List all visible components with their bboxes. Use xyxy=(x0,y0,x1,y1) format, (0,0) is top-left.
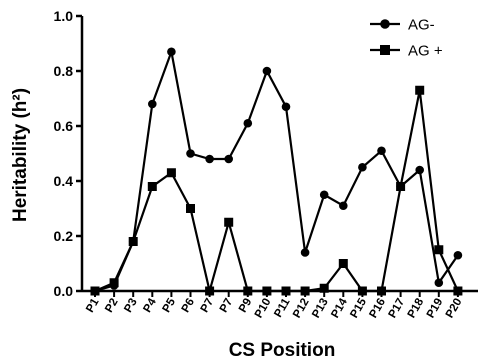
data-point-square xyxy=(224,217,234,227)
legend: AG- AG + xyxy=(370,17,443,60)
x-tick-label: P18 xyxy=(406,296,427,320)
x-tick-label: P6 xyxy=(180,297,197,315)
data-point-square xyxy=(415,85,425,95)
x-tick-label: P12 xyxy=(291,297,312,321)
data-point-circle xyxy=(262,66,272,76)
legend-item: AG- xyxy=(370,17,435,34)
data-point-circle xyxy=(339,201,348,211)
data-point-circle xyxy=(377,146,386,156)
y-ticks: 0.0 0.2 0.4 0.6 0.8 1.0 xyxy=(54,8,82,299)
x-tick-label: P20 xyxy=(444,297,465,321)
y-tick-label: 0.0 xyxy=(54,283,74,299)
series-line xyxy=(94,47,459,293)
data-point-square xyxy=(262,286,272,296)
legend-item: AG + xyxy=(370,43,443,60)
series-ag-plus xyxy=(90,85,463,296)
data-point-square xyxy=(147,182,157,191)
x-tick-label: P2 xyxy=(103,297,120,315)
data-point-circle xyxy=(300,248,310,257)
series-ag-minus xyxy=(90,47,463,296)
legend-marker-square xyxy=(380,45,390,55)
y-tick-label: 0.8 xyxy=(54,63,74,79)
legend-label: AG + xyxy=(408,43,443,60)
x-tick-label: P13 xyxy=(310,297,331,321)
x-tick-label: P7 xyxy=(199,297,216,315)
data-point-circle xyxy=(186,149,195,158)
legend-marker-circle xyxy=(380,19,390,29)
x-tick-label: P7 xyxy=(218,297,235,315)
y-tick-label: 0.4 xyxy=(54,173,74,189)
x-tick-label: P16 xyxy=(367,297,388,321)
data-point-square xyxy=(300,286,310,296)
data-point-square xyxy=(109,278,119,288)
x-tick-label: P3 xyxy=(122,297,139,315)
data-point-square xyxy=(319,283,329,293)
data-point-circle xyxy=(358,162,367,172)
data-point-circle xyxy=(281,102,291,112)
data-point-square xyxy=(128,237,138,246)
data-point-circle xyxy=(243,118,253,128)
x-tick-label: P9 xyxy=(237,297,254,315)
x-tick-label: P15 xyxy=(348,296,369,320)
x-tick-label: P4 xyxy=(141,296,159,315)
y-tick-label: 0.6 xyxy=(54,118,74,134)
x-ticks: P1 P2 P3 P4 P5 P6 P7 P7 P9P10P11P12P13P14P15P16P… xyxy=(84,291,464,320)
y-tick-label: 1.0 xyxy=(54,8,74,24)
data-point-square xyxy=(243,286,253,296)
x-axis-title: CS Position xyxy=(229,340,336,361)
legend-label: AG- xyxy=(408,17,435,34)
data-point-square xyxy=(186,204,195,213)
data-point-circle xyxy=(453,250,463,260)
data-point-circle xyxy=(224,154,233,164)
x-tick-label: P1 xyxy=(84,296,102,315)
series-layer xyxy=(90,47,463,296)
x-tick-label: P19 xyxy=(425,297,446,321)
data-point-circle xyxy=(205,154,214,164)
data-point-circle xyxy=(319,190,329,200)
x-tick-label: P11 xyxy=(272,296,293,320)
data-point-circle xyxy=(434,278,444,288)
x-tick-label: P5 xyxy=(161,296,179,315)
y-tick-label: 0.2 xyxy=(54,228,74,244)
data-point-square xyxy=(396,182,406,191)
data-point-square xyxy=(205,286,215,296)
data-point-square xyxy=(281,286,291,296)
x-tick-label: P17 xyxy=(387,297,408,321)
x-tick-label: P10 xyxy=(253,297,274,321)
data-point-circle xyxy=(415,165,425,175)
data-point-circle xyxy=(167,47,176,57)
data-point-square xyxy=(453,286,463,296)
data-point-square xyxy=(434,245,444,255)
y-axis-title: Heritability (h²) xyxy=(10,88,31,222)
data-point-circle xyxy=(148,99,157,109)
data-point-square xyxy=(357,286,367,296)
data-point-square xyxy=(338,259,348,268)
data-point-square xyxy=(90,286,100,296)
x-tick-label: P14 xyxy=(329,296,350,320)
data-point-square xyxy=(377,286,386,296)
data-point-square xyxy=(166,168,176,178)
